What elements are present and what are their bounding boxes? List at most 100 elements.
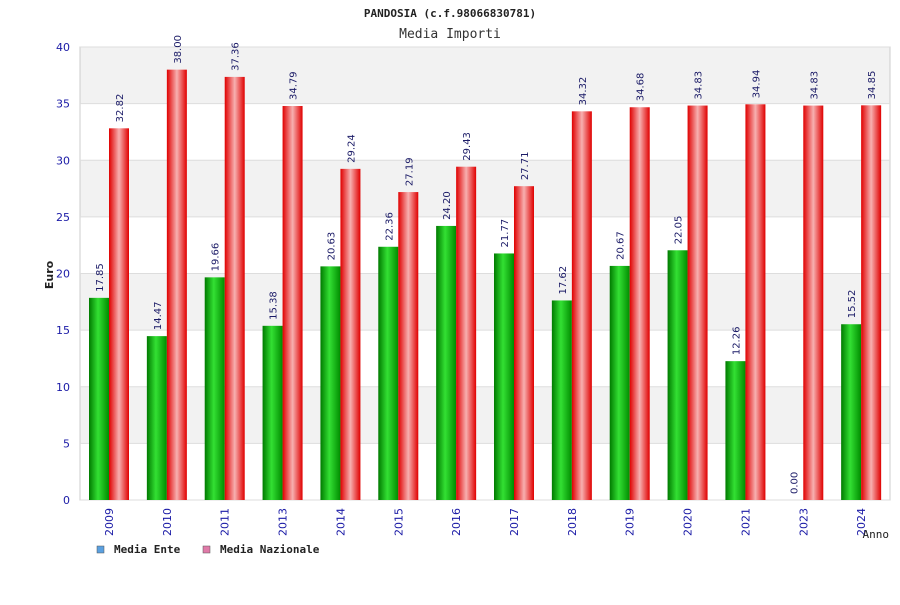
data-label: 34.83	[809, 71, 820, 100]
legend-label: Media Nazionale	[220, 543, 320, 556]
data-label: 38.00	[173, 35, 184, 64]
data-label: 34.68	[636, 73, 647, 102]
data-label: 0.00	[789, 472, 800, 494]
data-label: 17.62	[558, 266, 569, 295]
data-label: 34.83	[694, 71, 705, 100]
y-tick-label: 5	[63, 437, 70, 450]
plot-band	[80, 386, 890, 444]
x-tick-label: 2016	[450, 508, 463, 536]
legend-swatch	[202, 545, 211, 554]
y-tick-label: 20	[56, 268, 70, 281]
data-label: 22.05	[674, 216, 685, 245]
bar-media-ente	[551, 300, 572, 500]
y-tick-label: 40	[56, 41, 70, 54]
data-label: 15.52	[847, 290, 858, 319]
bar-media-nazionale	[398, 192, 419, 501]
bar-media-nazionale	[109, 128, 129, 500]
bar-media-ente	[89, 297, 109, 500]
data-label: 12.26	[731, 327, 742, 356]
data-label: 22.36	[384, 212, 395, 241]
bar-media-nazionale	[340, 168, 361, 500]
bar-media-ente	[436, 225, 457, 500]
data-label: 34.85	[867, 71, 878, 100]
x-tick-label: 2018	[566, 508, 579, 536]
x-tick-label: 2015	[392, 508, 405, 536]
data-label: 17.85	[95, 263, 106, 292]
x-tick-label: 2017	[508, 508, 521, 536]
y-tick-label: 15	[56, 324, 70, 337]
bar-media-nazionale	[282, 106, 303, 501]
plot-band	[80, 443, 890, 500]
legend-swatch	[96, 545, 105, 554]
bar-media-nazionale	[861, 105, 882, 500]
x-tick-label: 2014	[334, 508, 347, 536]
bar-media-ente	[146, 336, 167, 500]
y-axis-label: Euro	[43, 260, 56, 289]
legend-label: Media Ente	[114, 543, 181, 556]
plot-band	[80, 47, 890, 104]
plot-band	[80, 216, 890, 274]
bar-media-ente	[262, 325, 283, 500]
data-label: 20.67	[616, 231, 627, 260]
data-label: 29.43	[462, 132, 473, 161]
bar-media-ente	[841, 324, 862, 500]
legend: Media Ente Media Nazionale	[96, 543, 320, 556]
data-label: 29.24	[346, 134, 357, 163]
bar-media-nazionale	[571, 111, 592, 501]
x-tick-label: 2020	[682, 508, 695, 536]
bar-media-ente	[494, 253, 514, 500]
x-tick-label: 2024	[855, 508, 868, 536]
bar-media-nazionale	[456, 166, 477, 500]
bar-media-nazionale	[629, 107, 650, 501]
plot-band	[80, 103, 890, 161]
x-tick-label: 2019	[624, 508, 637, 536]
y-tick-label: 10	[56, 381, 70, 394]
bar-media-nazionale	[224, 76, 245, 500]
x-tick-label: 2021	[739, 508, 752, 536]
y-axis-ticks: 0 5 10 15 20 25 30 35 40	[56, 41, 70, 507]
bar-media-nazionale	[803, 105, 824, 501]
x-axis-ticks: 2009 2010 2011 2013 2014 2015 2016 2017 2018 2019…	[103, 508, 868, 536]
bar-media-ente	[378, 246, 399, 500]
bar-media-ente	[725, 361, 746, 500]
data-label: 19.66	[211, 243, 222, 272]
data-label: 34.32	[578, 77, 589, 106]
data-label: 14.47	[153, 301, 164, 330]
data-label: 15.38	[269, 291, 280, 320]
bar-media-ente	[320, 266, 341, 500]
bar-media-ente	[667, 250, 688, 500]
data-label: 32.82	[115, 94, 126, 123]
chart-subtitle: Media Importi	[399, 27, 501, 42]
bar-media-nazionale	[514, 186, 534, 500]
y-tick-label: 0	[63, 494, 70, 507]
x-tick-label: 2009	[103, 508, 116, 536]
plot-band	[80, 330, 890, 387]
data-label: 21.77	[500, 219, 511, 248]
bar-media-ente	[609, 265, 630, 500]
x-tick-label: 2011	[219, 508, 232, 536]
x-tick-label: 2023	[797, 508, 810, 536]
bar-media-nazionale	[745, 104, 766, 500]
data-label: 27.19	[404, 157, 415, 186]
data-label: 37.36	[231, 42, 242, 71]
data-label: 34.94	[751, 70, 762, 99]
bar-media-nazionale	[166, 69, 187, 501]
data-label: 20.63	[326, 232, 337, 261]
data-labels: 17.85 32.82 14.47 38.00 19.66 37.36 15.38 34.79…	[95, 35, 878, 494]
x-axis-label: Anno	[863, 528, 890, 541]
plot-band	[80, 273, 890, 331]
bar-media-nazionale	[687, 105, 708, 501]
y-tick-label: 35	[56, 98, 70, 111]
y-tick-label: 25	[56, 211, 70, 224]
chart-title: PANDOSIA (c.f.98066830781)	[364, 7, 536, 20]
data-label: 24.20	[442, 191, 453, 220]
y-tick-label: 30	[56, 154, 70, 167]
plot-band	[80, 160, 890, 217]
bars	[89, 69, 882, 501]
x-tick-label: 2013	[277, 508, 290, 536]
data-label: 27.71	[520, 152, 531, 181]
bar-media-ente	[204, 277, 225, 500]
data-label: 34.79	[289, 71, 300, 100]
